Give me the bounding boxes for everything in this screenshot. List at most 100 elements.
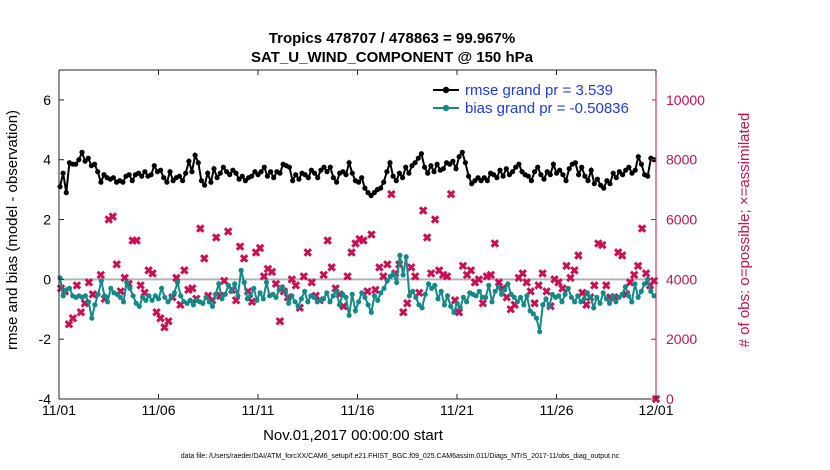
obs-marker-stroke <box>641 269 651 278</box>
rmse-point <box>312 170 318 176</box>
obs-assimilated-marker <box>399 308 408 317</box>
obs-marker-stroke <box>570 266 579 275</box>
obs-marker-stroke <box>275 316 285 326</box>
bias-point <box>124 279 130 285</box>
bias-point <box>606 300 613 306</box>
bias-point <box>302 288 308 294</box>
obs-assimilated-marker <box>538 269 547 278</box>
rmse-point <box>258 169 264 175</box>
y2-axis-label: # of obs: o=possible; ×=assimilated <box>736 113 753 348</box>
bias-point <box>155 296 162 302</box>
bias-point <box>454 300 460 306</box>
rmse-point <box>484 178 490 184</box>
bias-point <box>626 293 632 299</box>
obs-assimilated-marker <box>458 261 468 271</box>
rmse-point <box>535 164 541 170</box>
bias-point <box>390 270 397 276</box>
bias-point <box>105 299 111 305</box>
bias-point <box>206 299 212 305</box>
rmse-point <box>315 175 321 181</box>
bias-point <box>565 285 571 291</box>
bias-point <box>368 309 374 315</box>
bias-point <box>311 294 317 300</box>
x-tick-label: 11/26 <box>540 402 574 418</box>
bias-point <box>216 281 222 287</box>
bias-point <box>629 299 635 305</box>
bias-point <box>413 294 419 300</box>
obs-assimilated-marker <box>200 254 209 263</box>
obs-marker-stroke <box>426 269 436 278</box>
obs-assimilated-marker <box>641 269 651 278</box>
chart-title: Tropics 478707 / 478863 = 99.967% <box>269 30 515 47</box>
obs-marker-stroke <box>108 212 117 221</box>
obs-assimilated-marker <box>307 278 316 287</box>
obs-marker-stroke <box>68 313 78 323</box>
obs-marker-stroke <box>379 272 388 281</box>
obs-assimilated-marker <box>490 239 500 248</box>
obs-assimilated-marker <box>478 299 488 308</box>
obs-marker-stroke <box>347 248 356 257</box>
obs-marker-stroke <box>474 275 484 284</box>
rmse-point <box>268 169 274 175</box>
bias-point <box>346 312 352 318</box>
series-layer <box>56 149 661 404</box>
obs-marker-stroke <box>538 269 547 278</box>
obs-marker-stroke <box>152 308 161 317</box>
bias-point <box>238 267 244 273</box>
obs-assimilated-marker <box>601 281 611 290</box>
bias-point <box>524 293 530 299</box>
obs-assimilated-marker <box>323 236 332 245</box>
obs-assimilated-marker <box>164 316 173 326</box>
bias-point <box>559 299 565 305</box>
obs-assimilated-marker <box>299 272 309 281</box>
obs-marker-stroke <box>359 236 368 245</box>
obs-assimilated-marker <box>72 281 82 290</box>
obs-marker-stroke <box>410 272 420 281</box>
bias-point <box>273 294 279 300</box>
bias-point <box>533 315 540 321</box>
bias-point <box>483 294 489 300</box>
rmse-point <box>120 179 126 185</box>
obs-assimilated-marker <box>76 308 86 317</box>
obs-marker-stroke <box>522 278 531 287</box>
rmse-point <box>384 169 390 175</box>
rmse-point <box>456 154 462 160</box>
obs-assimilated-marker <box>598 240 607 250</box>
obs-marker-stroke <box>200 254 209 263</box>
rmse-point <box>233 170 239 176</box>
y-axis-label: rmse and bias (model - observation) <box>4 110 21 350</box>
bias-point <box>349 291 355 297</box>
obs-assimilated-marker <box>259 272 269 281</box>
obs-marker-stroke <box>613 248 623 257</box>
obs-marker-stroke <box>132 236 141 245</box>
obs-marker-stroke <box>625 278 635 287</box>
bias-point <box>435 296 441 302</box>
bias-point <box>333 288 339 294</box>
rmse-point <box>239 173 245 179</box>
rmse-point <box>588 167 594 173</box>
bias-point <box>168 294 174 300</box>
bias-point <box>254 297 260 303</box>
rmse-point <box>462 160 468 166</box>
bias-point <box>305 299 311 305</box>
bias-point <box>378 290 384 296</box>
bias-point <box>394 279 400 285</box>
rmse-point <box>183 170 189 176</box>
obs-marker-stroke <box>323 236 332 245</box>
rmse-point <box>563 178 569 184</box>
obs-marker-stroke <box>422 233 432 242</box>
bias-point <box>403 254 409 260</box>
rmse-point <box>503 166 509 172</box>
bias-point <box>438 288 444 294</box>
obs-marker-stroke <box>255 243 265 253</box>
x-tick-label: 11/21 <box>440 402 474 418</box>
obs-marker-stroke <box>402 299 412 308</box>
bias-point <box>136 303 142 309</box>
obs-assimilated-marker <box>530 299 539 308</box>
obs-marker-stroke <box>406 263 416 272</box>
rmse-point <box>601 185 607 191</box>
bias-point <box>219 296 225 302</box>
obs-assimilated-marker <box>371 285 380 295</box>
rmse-point <box>186 158 192 164</box>
obs-assimilated-marker <box>518 269 527 278</box>
